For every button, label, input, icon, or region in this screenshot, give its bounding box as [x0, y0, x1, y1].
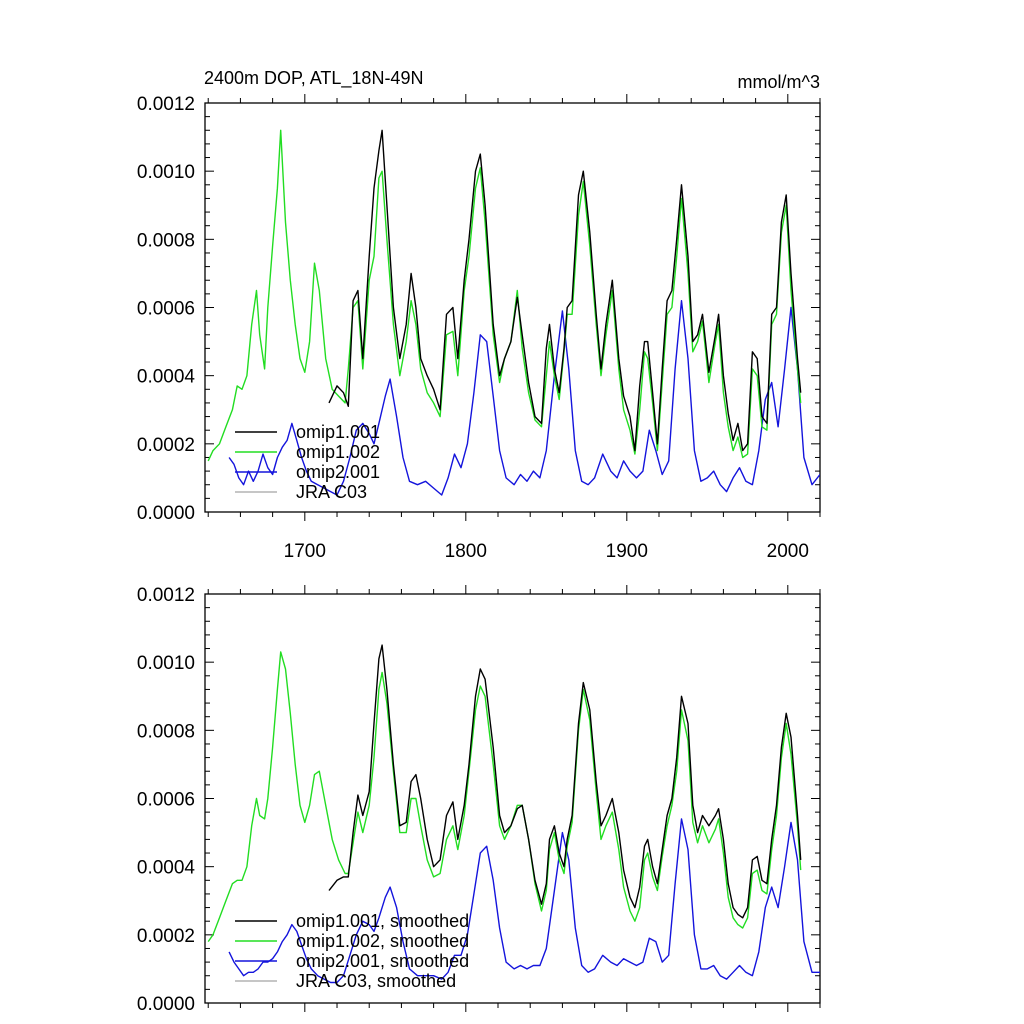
legend-label: omip1.002, smoothed — [296, 931, 469, 951]
legend-label: omip2.001, smoothed — [296, 951, 469, 971]
y-tick-label: 0.0008 — [137, 721, 195, 742]
chart-units: mmol/m^3 — [738, 72, 820, 92]
series-line-omip1_002 — [207, 651, 802, 943]
legend-label: omip1.001, smoothed — [296, 911, 469, 931]
series-line-omip2_001 — [228, 300, 820, 496]
legend-label: omip1.002 — [296, 442, 380, 462]
chart-title: 2400m DOP, ATL_18N-49N — [204, 68, 423, 89]
y-tick-label: 0.0008 — [137, 230, 195, 251]
legend-label: JRA C03, smoothed — [296, 971, 456, 991]
legend-label: omip2.001 — [296, 462, 380, 482]
y-tick-label: 0.0000 — [137, 503, 195, 524]
y-tick-label: 0.0002 — [137, 926, 195, 947]
y-tick-label: 0.0006 — [137, 790, 195, 811]
x-tick-label: 2000 — [767, 541, 809, 562]
y-tick-label: 0.0002 — [137, 435, 195, 456]
y-tick-label: 0.0006 — [137, 299, 195, 320]
panel-bottom: 0.0000 0.0002 0.0004 0.0006 0.0008 0.0010 0.00… — [137, 585, 821, 1015]
series-line-omip1_001 — [328, 129, 802, 452]
y-tick-label: 0.0000 — [137, 994, 195, 1015]
legend-label: JRA C03 — [296, 482, 367, 502]
x-tick-label: 1700 — [284, 541, 326, 562]
series-line-omip1_002 — [207, 129, 802, 462]
y-tick-label: 0.0010 — [137, 162, 195, 183]
y-tick-label: 0.0010 — [137, 653, 195, 674]
y-tick-label: 0.0012 — [137, 94, 195, 115]
legend-label: omip1.001 — [296, 422, 380, 442]
x-tick-label: 1800 — [445, 541, 487, 562]
panel-top: 0.0000 0.0002 0.0004 0.0006 0.0008 0.0010 0.00… — [137, 94, 821, 562]
y-tick-label: 0.0004 — [137, 367, 196, 388]
series-line-omip1_001 — [328, 644, 802, 919]
y-tick-label: 0.0004 — [137, 858, 196, 879]
y-tick-label: 0.0012 — [137, 585, 195, 606]
series-line-omip2_001 — [228, 818, 820, 984]
x-tick-label: 1900 — [606, 541, 648, 562]
